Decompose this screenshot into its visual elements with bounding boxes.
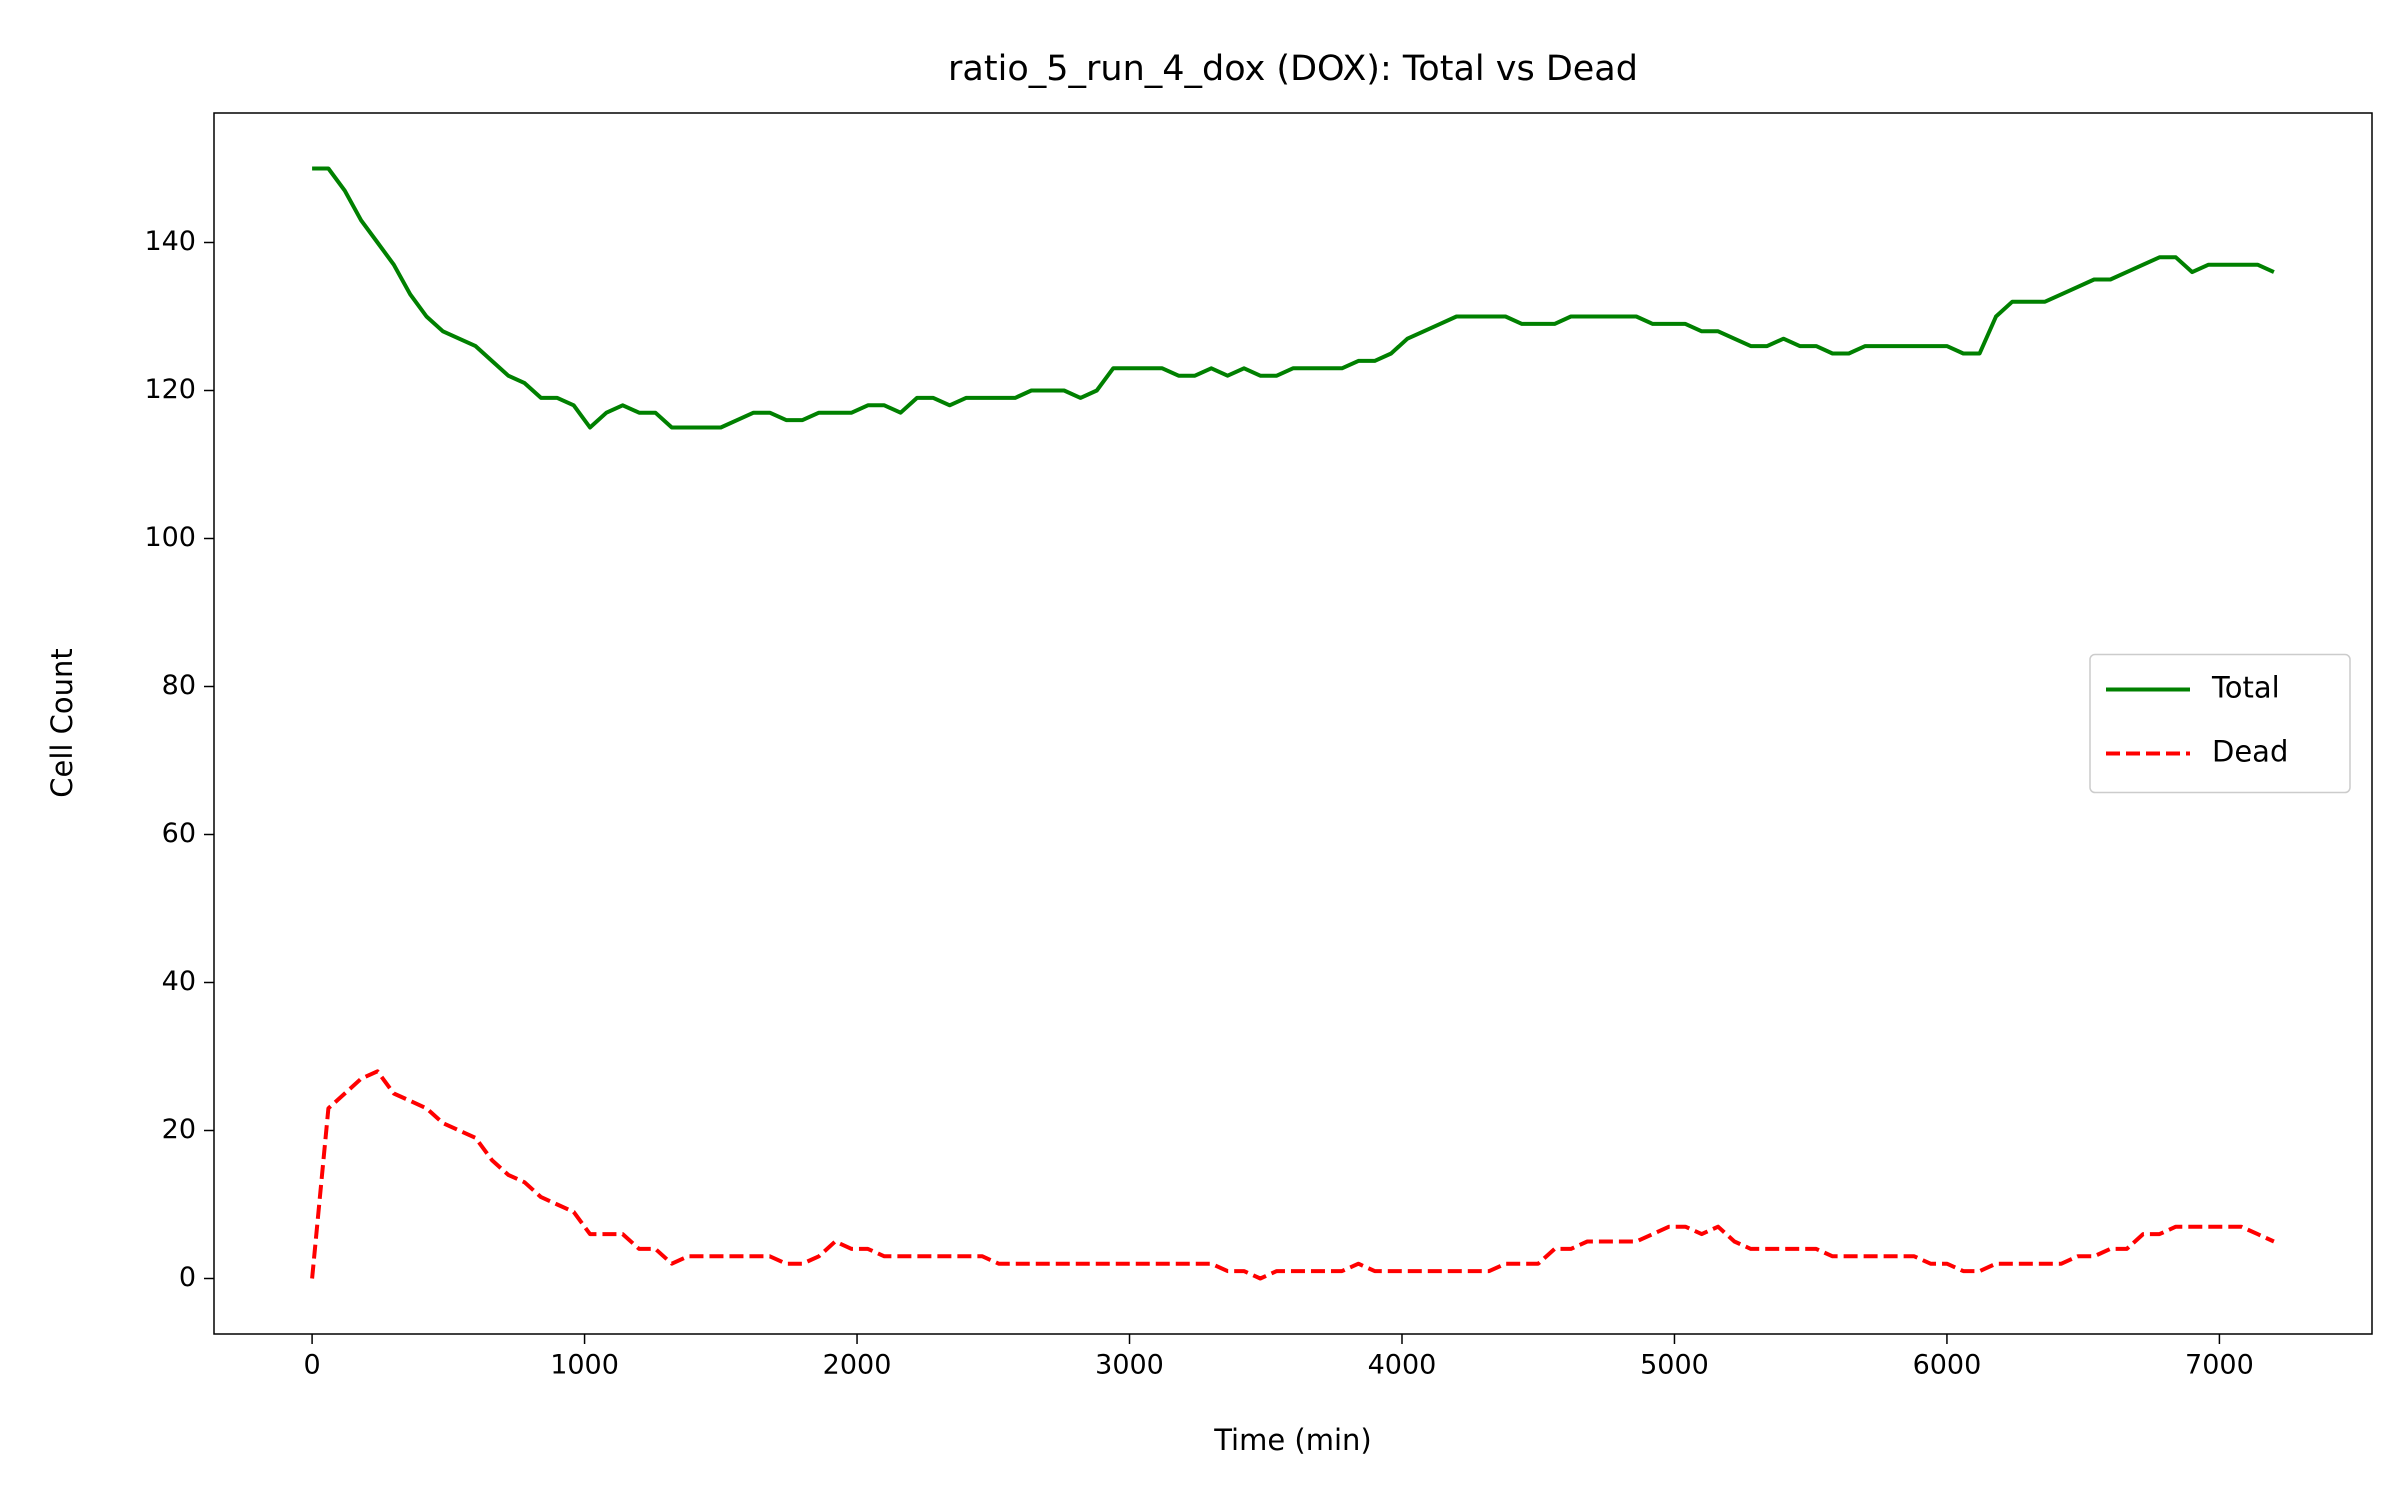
y-tick-label: 0 [179,1262,196,1293]
y-tick-label: 20 [162,1114,196,1145]
y-tick-label: 100 [144,522,196,553]
x-tick-label: 7000 [2185,1350,2254,1381]
x-tick-label: 5000 [1640,1350,1709,1381]
plot-frame [213,112,2373,1335]
y-tick-label: 120 [144,374,196,405]
x-tick-label: 6000 [1913,1350,1982,1381]
y-tick-label: 140 [144,226,196,257]
series-line [310,1069,2275,1281]
x-axis-label: Time (min) [1213,1423,1372,1457]
x-tick-label: 2000 [823,1350,892,1381]
legend-label: Dead [2212,735,2288,769]
y-tick-label: 40 [162,966,196,997]
y-axis-label: Cell Count [45,648,79,798]
x-tick-label: 4000 [1368,1350,1437,1381]
x-tick-label: 3000 [1095,1350,1164,1381]
series-line [312,166,2275,430]
x-tick-label: 0 [303,1350,320,1381]
y-tick-label: 60 [162,818,196,849]
legend-label: Total [2211,671,2280,705]
chart-title: ratio_5_run_4_dox (DOX): Total vs Dead [948,49,1638,89]
y-tick-label: 80 [162,670,196,701]
x-tick-label: 1000 [550,1350,619,1381]
